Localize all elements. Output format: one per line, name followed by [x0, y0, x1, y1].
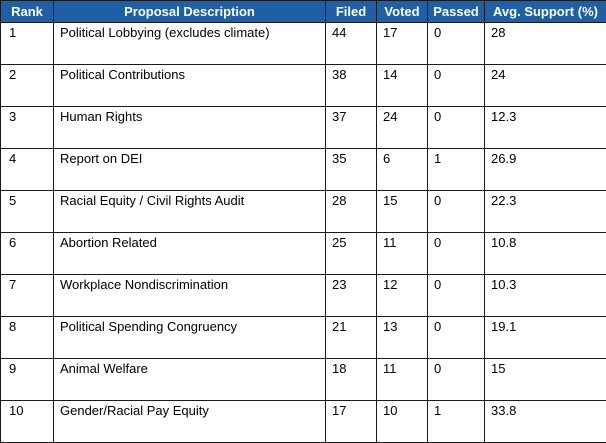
cell-filed: 25: [326, 233, 377, 275]
header-support: Avg. Support (%): [485, 1, 606, 23]
cell-rank: 6: [1, 233, 54, 275]
cell-support: 26.9: [485, 149, 606, 191]
cell-filed: 23: [326, 275, 377, 317]
cell-support: 12.3: [485, 107, 606, 149]
table-row: 4 Report on DEI 35 6 1 26.9: [1, 149, 606, 191]
cell-support: 10.8: [485, 233, 606, 275]
cell-filed: 18: [326, 359, 377, 401]
cell-voted: 13: [377, 317, 428, 359]
cell-description: Abortion Related: [54, 233, 326, 275]
header-row: Rank Proposal Description Filed Voted Pa…: [1, 1, 606, 23]
cell-rank: 1: [1, 23, 54, 65]
cell-voted: 17: [377, 23, 428, 65]
cell-support: 22.3: [485, 191, 606, 233]
cell-description: Animal Welfare: [54, 359, 326, 401]
header-filed: Filed: [326, 1, 377, 23]
header-voted: Voted: [377, 1, 428, 23]
cell-rank: 3: [1, 107, 54, 149]
cell-filed: 35: [326, 149, 377, 191]
cell-description: Human Rights: [54, 107, 326, 149]
cell-passed: 0: [428, 275, 485, 317]
cell-description: Political Spending Congruency: [54, 317, 326, 359]
header-passed: Passed: [428, 1, 485, 23]
cell-support: 24: [485, 65, 606, 107]
table-row: 9 Animal Welfare 18 11 0 15: [1, 359, 606, 401]
cell-support: 15: [485, 359, 606, 401]
cell-support: 19.1: [485, 317, 606, 359]
cell-description: Report on DEI: [54, 149, 326, 191]
cell-passed: 0: [428, 359, 485, 401]
table-body: 1 Political Lobbying (excludes climate) …: [1, 23, 606, 443]
cell-passed: 0: [428, 65, 485, 107]
table-row: 8 Political Spending Congruency 21 13 0 …: [1, 317, 606, 359]
cell-voted: 12: [377, 275, 428, 317]
cell-filed: 37: [326, 107, 377, 149]
cell-support: 28: [485, 23, 606, 65]
cell-filed: 38: [326, 65, 377, 107]
cell-passed: 0: [428, 317, 485, 359]
cell-description: Political Contributions: [54, 65, 326, 107]
table-row: 5 Racial Equity / Civil Rights Audit 28 …: [1, 191, 606, 233]
cell-rank: 5: [1, 191, 54, 233]
cell-description: Workplace Nondiscrimination: [54, 275, 326, 317]
cell-voted: 14: [377, 65, 428, 107]
table-row: 2 Political Contributions 38 14 0 24: [1, 65, 606, 107]
cell-rank: 9: [1, 359, 54, 401]
table-row: 6 Abortion Related 25 11 0 10.8: [1, 233, 606, 275]
header-rank: Rank: [1, 1, 54, 23]
cell-passed: 0: [428, 23, 485, 65]
cell-rank: 2: [1, 65, 54, 107]
cell-voted: 6: [377, 149, 428, 191]
table-row: 1 Political Lobbying (excludes climate) …: [1, 23, 606, 65]
cell-voted: 11: [377, 233, 428, 275]
cell-filed: 44: [326, 23, 377, 65]
cell-voted: 11: [377, 359, 428, 401]
cell-passed: 0: [428, 233, 485, 275]
cell-filed: 21: [326, 317, 377, 359]
header-description: Proposal Description: [54, 1, 326, 23]
table-row: 3 Human Rights 37 24 0 12.3: [1, 107, 606, 149]
cell-support: 10.3: [485, 275, 606, 317]
cell-passed: 0: [428, 191, 485, 233]
table-row: 7 Workplace Nondiscrimination 23 12 0 10…: [1, 275, 606, 317]
cell-voted: 24: [377, 107, 428, 149]
cell-rank: 4: [1, 149, 54, 191]
cell-description: Political Lobbying (excludes climate): [54, 23, 326, 65]
cell-passed: 1: [428, 149, 485, 191]
cell-rank: 8: [1, 317, 54, 359]
cell-rank: 7: [1, 275, 54, 317]
cell-voted: 15: [377, 191, 428, 233]
cell-passed: 0: [428, 107, 485, 149]
cell-description: Racial Equity / Civil Rights Audit: [54, 191, 326, 233]
table-header: Rank Proposal Description Filed Voted Pa…: [1, 1, 606, 23]
cell-filed: 28: [326, 191, 377, 233]
